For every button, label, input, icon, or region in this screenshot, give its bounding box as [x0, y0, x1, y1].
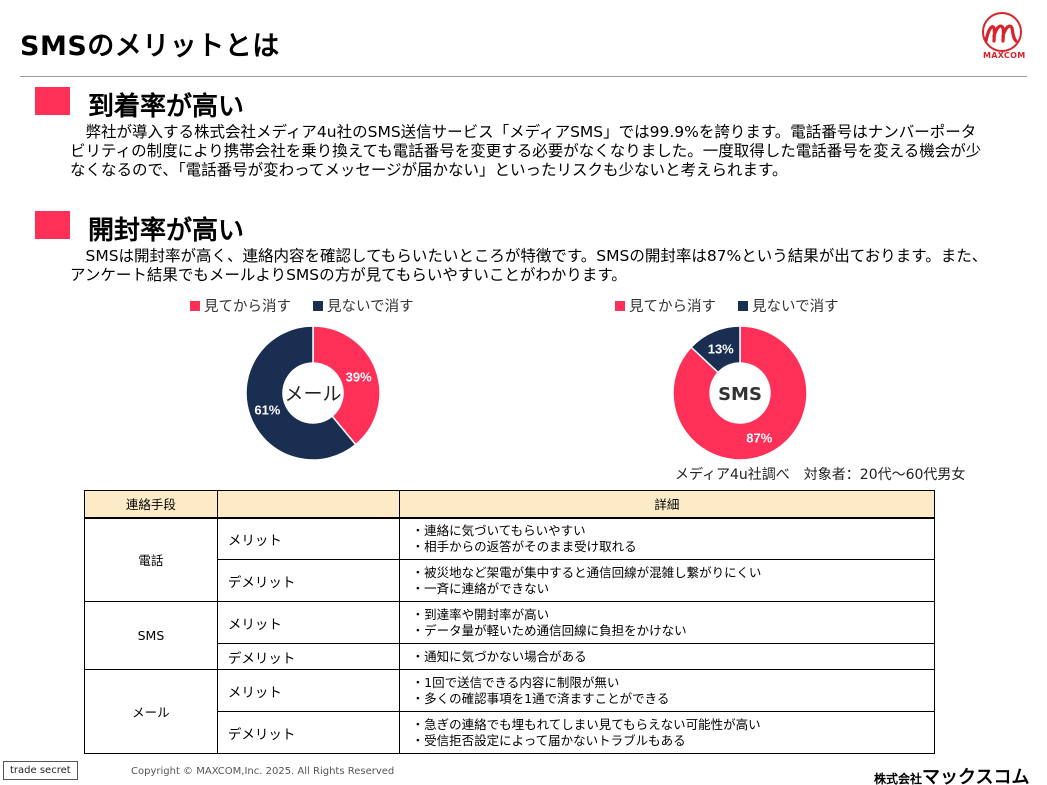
detail-line: ・相手からの返答がそのまま受け取れる [411, 538, 637, 554]
kind-cell: メリット [216, 601, 400, 644]
header-detail: 詳細 [398, 490, 936, 519]
mail-donut-chart: 39% 61% メール [245, 325, 381, 461]
section-2-marker [35, 211, 70, 239]
detail-cell: ・急ぎの連絡でも埋もれてしまい見てもらえない可能性が高い ・受信拒否設定によって… [398, 711, 936, 754]
kind-cell: メリット [216, 669, 400, 712]
legend-swatch [615, 300, 625, 311]
comparison-table: 連絡手段 詳細 電話 メリット ・連絡に気づいてもらいやすい ・相手からの返答が… [84, 490, 936, 754]
maxcom-logo-icon [982, 12, 1022, 52]
chart-2-legend: 見てから消す 見ないで消す [615, 295, 861, 316]
method-cell: メール [84, 669, 218, 754]
page-title: SMSのメリットとは [20, 31, 280, 62]
legend-item: 見ないで消す [313, 295, 414, 316]
section-1-heading: 到着率が高い [88, 92, 245, 122]
donut-center-label: SMS [718, 384, 762, 405]
table-header-row: 連絡手段 詳細 [84, 490, 936, 519]
detail-cell: ・連絡に気づいてもらいやすい ・相手からの返答がそのまま受け取れる [398, 517, 936, 560]
detail-line: ・到達率や開封率が高い [411, 606, 550, 622]
donut-data-label: 61% [254, 402, 280, 417]
method-cell: SMS [84, 601, 218, 670]
donut-data-label: 39% [346, 370, 372, 385]
section-1-body: 弊社が導入する株式会社メディア4u社のSMS送信サービス「メディアSMS」では9… [70, 123, 982, 179]
legend-item: 見てから消す [190, 295, 291, 316]
company-brand: マックスコム [922, 767, 1030, 785]
company-name: 株式会社マックスコム [874, 763, 1029, 785]
donut-center-label: メール [284, 383, 341, 405]
detail-line: ・通知に気づかない場合がある [411, 648, 587, 664]
legend-label: 見てから消す [204, 299, 291, 315]
donut-slice [690, 325, 741, 374]
detail-line: ・多くの確認事項を1通で済ますことができる [411, 690, 670, 706]
chart-1-legend: 見てから消す 見ないで消す [190, 295, 436, 316]
company-prefix: 株式会社 [874, 772, 923, 785]
donut-slice [672, 325, 808, 461]
detail-line: ・被災地など架電が集中すると通信回線が混雑し繋がりにくい [411, 564, 762, 580]
donut-slice [312, 325, 381, 446]
legend-item: 見ないで消す [738, 295, 839, 316]
source-note: メディア4u社調べ 対象者：20代〜60代男女 [675, 467, 966, 483]
kind-cell: デメリット [216, 643, 400, 670]
legend-item: 見てから消す [615, 295, 716, 316]
detail-cell: ・通知に気づかない場合がある [398, 643, 936, 670]
legend-swatch [190, 300, 200, 311]
detail-line: ・連絡に気づいてもらいやすい [411, 522, 586, 538]
kind-cell: デメリット [216, 711, 400, 754]
kind-cell: デメリット [216, 559, 400, 602]
header-method: 連絡手段 [84, 490, 218, 519]
section-2-heading: 開封率が高い [88, 216, 245, 246]
donut-data-label: 87% [746, 431, 772, 446]
donut-slice [245, 325, 357, 461]
legend-label: 見てから消す [629, 299, 716, 315]
detail-line: ・一斉に連絡ができない [411, 580, 550, 596]
section-2-body: SMSは開封率が高く、連絡内容を確認してもらいたいところが特徴です。SMSの開封… [70, 247, 988, 284]
legend-label: 見ないで消す [752, 299, 839, 315]
table-row: SMS メリット ・到達率や開封率が高い ・データ量が軽いため通信回線に負担をか… [84, 601, 936, 670]
table-row: メール メリット ・1回で送信できる内容に制限が無い ・多くの確認事項を1通で済… [84, 669, 936, 754]
sms-donut-chart: 87% 13% SMS [672, 325, 808, 461]
detail-cell: ・1回で送信できる内容に制限が無い ・多くの確認事項を1通で済ますことができる [398, 669, 936, 712]
detail-cell: ・被災地など架電が集中すると通信回線が混雑し繋がりにくい ・一斉に連絡ができない [398, 559, 936, 602]
table-row: デメリット ・急ぎの連絡でも埋もれてしまい見てもらえない可能性が高い ・受信拒否… [85, 711, 936, 754]
logo-text: MAXCOM [983, 51, 1026, 60]
detail-cell: ・到達率や開封率が高い ・データ量が軽いため通信回線に負担をかけない [398, 601, 936, 644]
method-cell: 電話 [84, 517, 218, 602]
detail-line: ・受信拒否設定によって届かないトラブルもある [411, 732, 686, 748]
header-divider [20, 76, 1027, 77]
trade-secret-badge: trade secret [3, 761, 78, 780]
header-kind [216, 490, 400, 519]
detail-line: ・1回で送信できる内容に制限が無い [411, 674, 620, 690]
copyright-text: Copyright © MAXCOM,Inc. 2025. All Rights… [131, 766, 395, 777]
legend-swatch [738, 300, 748, 311]
donut-data-label: 13% [708, 341, 734, 356]
legend-swatch [313, 300, 323, 311]
section-1-marker [35, 87, 70, 115]
table-row: 電話 メリット ・連絡に気づいてもらいやすい ・相手からの返答がそのまま受け取れ… [84, 517, 936, 602]
legend-label: 見ないで消す [327, 299, 414, 315]
detail-line: ・データ量が軽いため通信回線に負担をかけない [411, 622, 687, 638]
detail-line: ・急ぎの連絡でも埋もれてしまい見てもらえない可能性が高い [411, 716, 761, 732]
kind-cell: メリット [216, 517, 400, 560]
